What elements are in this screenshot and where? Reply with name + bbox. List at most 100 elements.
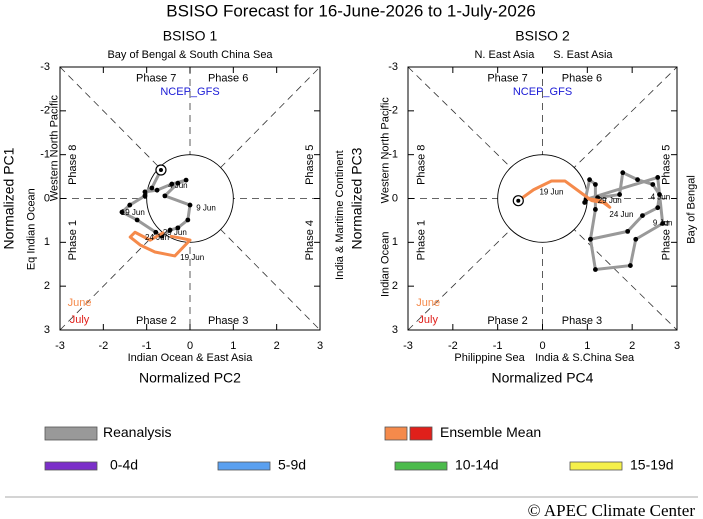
date-label: 24 Jun xyxy=(145,233,169,242)
region-label: June xyxy=(416,297,440,309)
date-label: 9 Jun xyxy=(653,219,673,228)
region-label: Phase 7 xyxy=(487,73,527,85)
x-axis-label: Normalized PC4 xyxy=(492,370,594,386)
point xyxy=(175,225,181,231)
point xyxy=(187,202,193,208)
legend-label: Ensemble Mean xyxy=(440,424,541,440)
region-label: Bay of Bengal xyxy=(686,175,698,244)
point xyxy=(620,170,626,176)
chart-title: BSISO 1 xyxy=(163,28,218,44)
x-tick-label: 0 xyxy=(539,340,545,352)
region-label: Phase 2 xyxy=(136,315,176,327)
date-label: 9 Jun xyxy=(196,203,216,212)
point xyxy=(593,207,598,212)
region-label: Phase 2 xyxy=(487,315,527,327)
date-label: 19 Jun xyxy=(121,208,145,217)
point xyxy=(587,177,592,183)
point xyxy=(657,192,662,197)
region-label: Phase 3 xyxy=(208,315,248,327)
point xyxy=(142,189,148,195)
region-label: Indian Ocean xyxy=(379,232,391,297)
date-label: 24 Jun xyxy=(609,210,633,219)
point xyxy=(167,227,173,233)
date-label: 29 Jun xyxy=(163,228,187,237)
region-label: Phase 5 xyxy=(661,145,673,185)
region-label: Phase 8 xyxy=(67,145,79,185)
y-axis-label: Normalized PC3 xyxy=(349,147,365,249)
point xyxy=(183,177,189,183)
region-label: Western North Pacific xyxy=(49,95,61,202)
point xyxy=(153,229,159,235)
start-point xyxy=(158,168,163,173)
date-label: 4 Jun xyxy=(651,193,671,202)
x-tick-label: 1 xyxy=(584,340,590,352)
x-tick-label: -2 xyxy=(98,340,108,352)
region-label: Phase 1 xyxy=(67,220,79,260)
point xyxy=(633,236,639,242)
unit-circle xyxy=(497,154,588,243)
region-label: Phase 1 xyxy=(415,220,427,260)
region-label: India & S.China Sea xyxy=(535,352,635,364)
unit-circle xyxy=(146,154,234,243)
point xyxy=(588,236,593,242)
y-tick-label: 1 xyxy=(392,236,398,248)
x-tick-label: 2 xyxy=(274,340,280,352)
region-label: NCEP_GFS xyxy=(513,86,572,98)
y-tick-label: -2 xyxy=(388,105,398,117)
point xyxy=(185,217,191,223)
diagonal xyxy=(407,66,678,331)
region-label: S. East Asia xyxy=(553,49,613,61)
region-label: Eq Indian Ocean xyxy=(26,188,38,270)
x-tick-label: -1 xyxy=(493,340,503,352)
y-axis-label: Normalized PC1 xyxy=(1,147,17,249)
date-label: 19 Jun xyxy=(539,187,563,196)
point xyxy=(593,267,598,272)
page-title: BSISO Forecast for 16-June-2026 to 1-Jul… xyxy=(166,1,535,20)
legend-swatch xyxy=(217,461,271,471)
point xyxy=(149,185,155,191)
legend-swatch xyxy=(44,461,98,471)
region-label: NCEP_GFS xyxy=(160,86,219,98)
date-label: 4 Jun xyxy=(168,181,188,190)
region-label: Phase 6 xyxy=(562,73,602,85)
y-tick-label: 2 xyxy=(44,280,50,292)
point xyxy=(134,217,140,223)
footer: © APEC Climate Center xyxy=(528,501,696,519)
legend-label: Reanalysis xyxy=(103,424,171,440)
x-tick-label: -3 xyxy=(403,340,413,352)
legend-label: 10-14d xyxy=(455,457,499,473)
region-label: July xyxy=(70,314,90,326)
region-label: Western North Pacific xyxy=(379,97,391,204)
y-tick-label: -1 xyxy=(388,149,398,161)
point xyxy=(640,213,645,218)
x-tick-label: 0 xyxy=(187,340,193,352)
point xyxy=(660,221,666,226)
legend-label: 5-9d xyxy=(278,457,306,473)
y-tick-label: -3 xyxy=(40,61,50,73)
y-tick-label: -1 xyxy=(40,149,50,161)
point xyxy=(162,193,168,199)
legend-swatch xyxy=(394,461,448,471)
y-tick-label: 0 xyxy=(44,192,50,204)
start-point xyxy=(516,198,521,203)
point xyxy=(650,182,656,187)
point xyxy=(119,209,125,215)
diagonal xyxy=(407,66,678,331)
point xyxy=(655,205,661,211)
region-label: Phase 4 xyxy=(661,220,673,260)
point xyxy=(127,202,133,208)
point xyxy=(617,192,623,197)
point xyxy=(154,187,160,193)
x-tick-label: 3 xyxy=(674,340,680,352)
region-label: N. East Asia xyxy=(474,49,535,61)
legend-label: 15-19d xyxy=(630,457,674,473)
legend-swatch xyxy=(409,426,433,441)
x-tick-label: 1 xyxy=(230,340,236,352)
y-tick-label: 0 xyxy=(392,192,398,204)
region-label: Phase 6 xyxy=(208,73,248,85)
point xyxy=(175,180,181,186)
point xyxy=(142,193,148,199)
point xyxy=(593,182,598,187)
x-tick-label: -3 xyxy=(55,340,65,352)
